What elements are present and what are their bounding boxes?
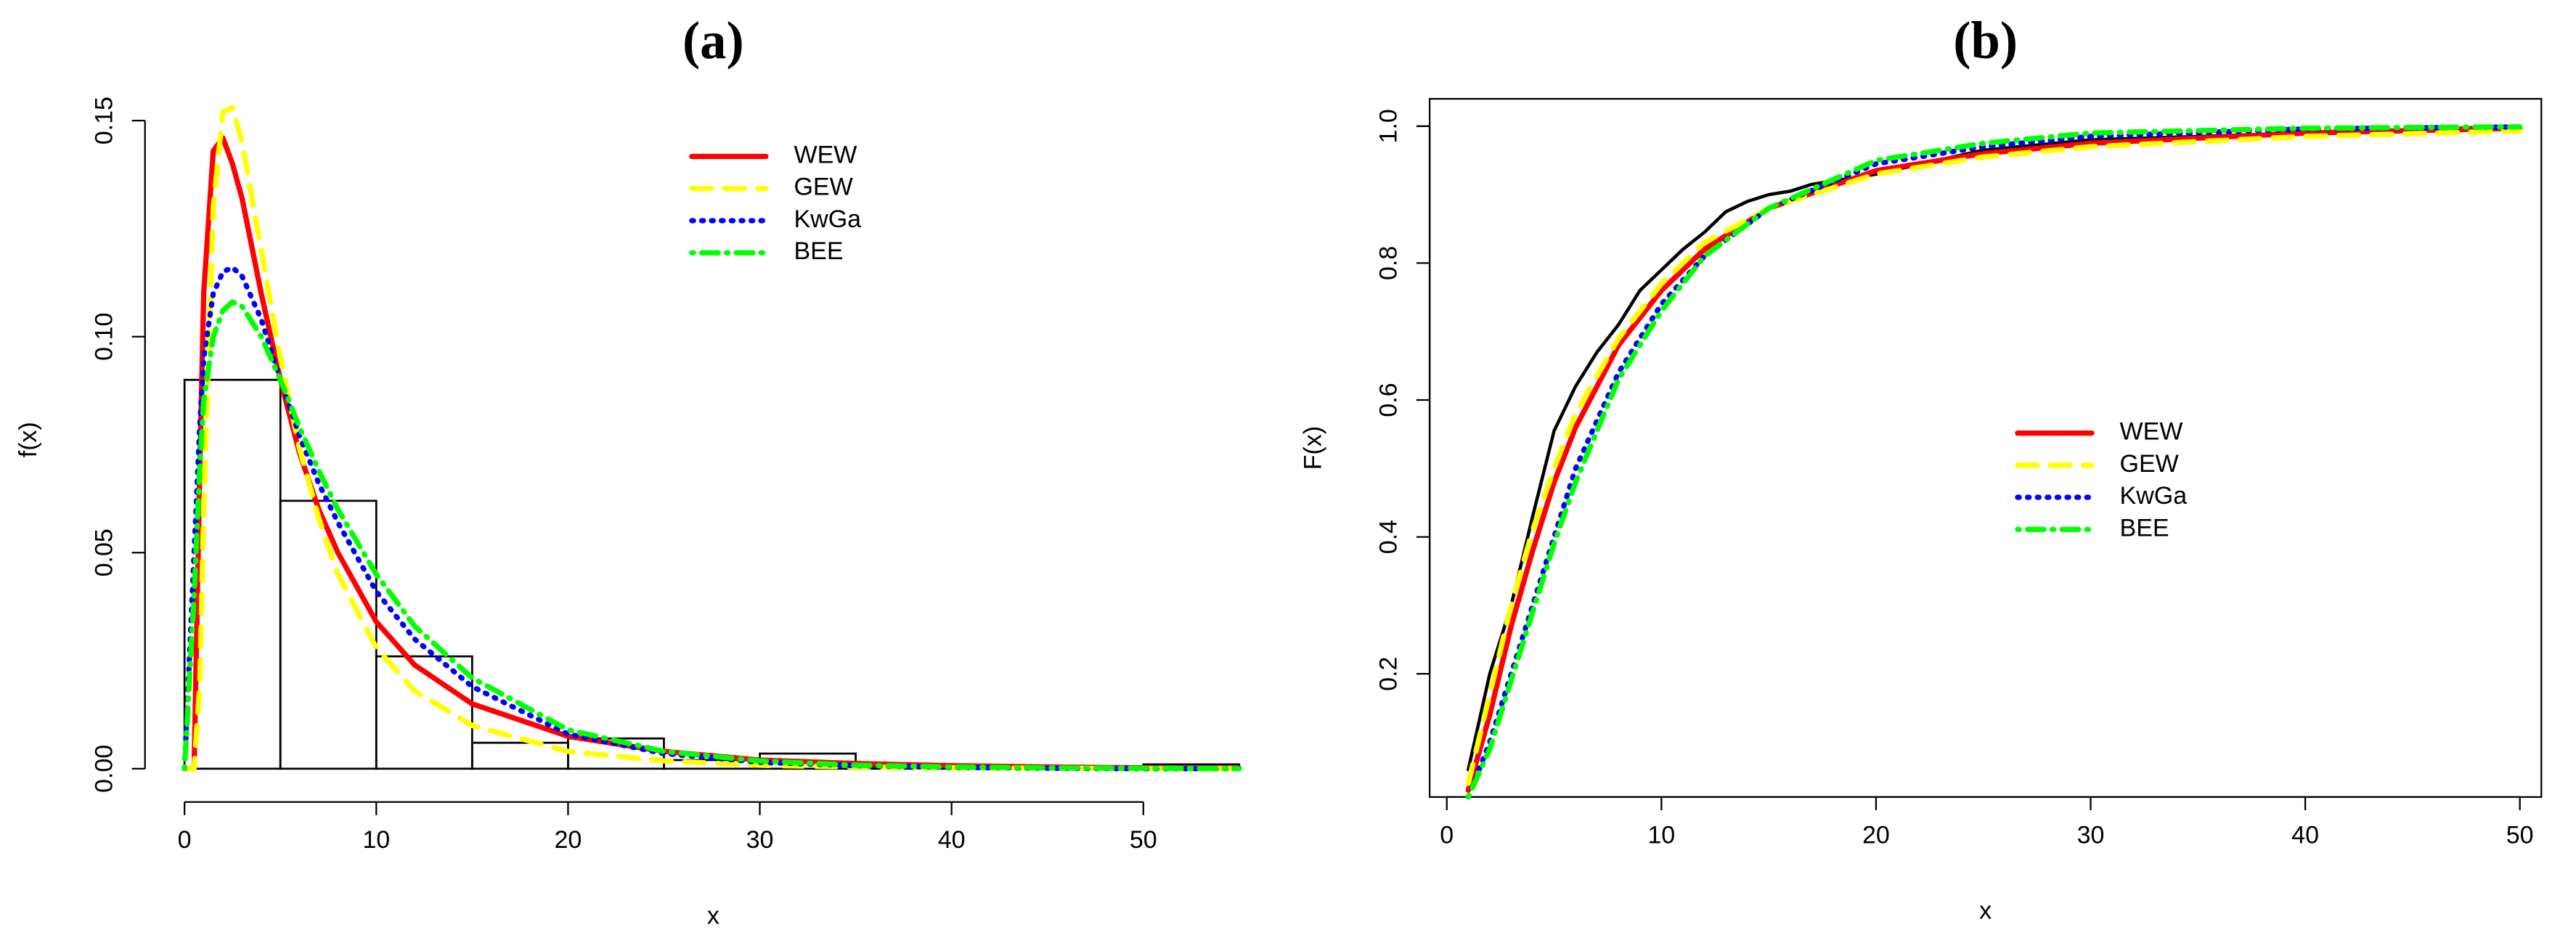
x-tick-label: 50 [2506,821,2534,849]
y-tick-label: 0.05 [90,528,118,576]
y-tick-label: 0.4 [1375,520,1403,554]
series-line [182,135,1242,772]
x-tick-label: 30 [746,826,774,854]
y-tick-label: 0.8 [1375,246,1403,280]
series-line [1465,124,2523,800]
x-tick-label: 40 [2291,821,2319,849]
legend-label: WEW [794,141,857,168]
y-tick-label: 0.10 [90,313,118,361]
legend-label: BEE [2120,514,2169,542]
plot-box [1428,97,2543,799]
x-axis-label: x [707,902,720,929]
y-tick-label: 1.0 [1375,109,1403,143]
x-tick-label: 30 [2077,821,2105,849]
y-tick-label: 0.6 [1375,383,1403,417]
y-tick-label: 0.2 [1375,657,1403,691]
x-tick-label: 10 [1647,821,1675,849]
legend-label: GEW [2120,450,2179,478]
y-tick-label: 0.00 [90,745,118,793]
x-tick-label: 20 [1862,821,1890,849]
legend-label: KwGa [2120,482,2188,510]
series-line [1465,124,2523,800]
series-line [1465,128,2523,786]
legend-label: GEW [794,174,852,201]
legend-label: WEW [2120,418,2183,446]
series-line [1467,124,2522,772]
legend-label: BEE [794,237,843,265]
y-axis-label: f(x) [15,422,42,457]
x-tick-label: 0 [178,826,192,854]
histogram-bar [375,655,473,770]
x-axis-label: x [1979,897,1992,925]
x-tick-label: 0 [1440,821,1454,849]
series-line [182,105,1242,772]
x-tick-label: 10 [362,826,390,854]
series-line [1465,126,2523,793]
y-axis-label: F(x) [1299,426,1326,470]
y-tick-label: 0.15 [90,97,118,144]
x-tick-label: 40 [938,826,966,854]
x-tick-label: 20 [554,826,582,854]
legend-label: KwGa [794,205,861,233]
chart-title: (b) [1953,11,2018,70]
x-tick-label: 50 [1130,826,1157,854]
series-line [182,299,1242,772]
chart-title: (a) [682,11,744,70]
